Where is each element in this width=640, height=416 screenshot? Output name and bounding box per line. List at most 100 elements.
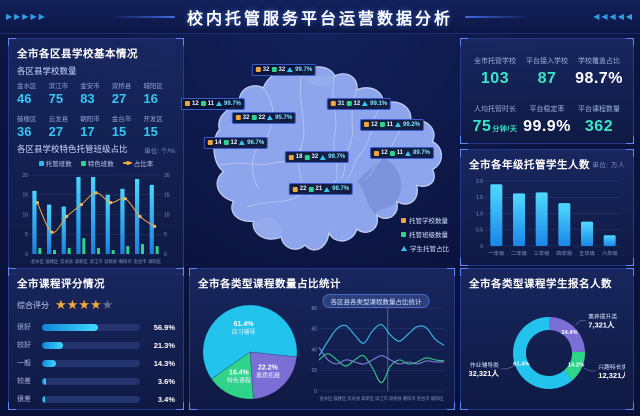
- class-icon: [308, 186, 314, 192]
- grade-bar-chart[interactable]: 0 0.5 1.0 1.5 2.0 一年级 二年级 三年级 四年级 五年级 六年级: [469, 176, 625, 258]
- stat-value: 99.9%: [521, 118, 573, 136]
- map-marker[interactable]: 14 12 96.7%: [203, 136, 269, 149]
- star-rating: ★★★★★: [55, 296, 113, 314]
- course-type-pie-chart[interactable]: 61.4%自习辅导 22.2%素质拓展 16.4%特色课程: [198, 295, 302, 403]
- stat-value: 75分钟/天: [469, 118, 521, 136]
- svg-text:素质拓展: 素质拓展: [256, 372, 280, 380]
- school-icon: [255, 67, 261, 73]
- legend-square-icon: [401, 231, 406, 237]
- svg-text:金台市: 金台市: [134, 258, 148, 265]
- map-marker[interactable]: 12 11 99.7%: [180, 97, 246, 110]
- panel-title: 全市各年级托管学生人数 单位: 万人: [469, 159, 625, 171]
- rating-label: 一般: [17, 360, 31, 367]
- district-name: 鼓楼区: [17, 116, 37, 123]
- svg-text:二年级: 二年级: [511, 249, 528, 257]
- school-table-cell: 金水区 46: [17, 80, 49, 106]
- svg-text:0: 0: [314, 389, 317, 395]
- map-marker[interactable]: 18 32 99.7%: [284, 151, 350, 164]
- legend-square-icon: [401, 217, 406, 223]
- svg-text:朝阳市: 朝阳市: [119, 258, 133, 265]
- stat-suffix: 分钟/天: [492, 126, 518, 133]
- stat-label: 全市托管学校: [474, 58, 516, 65]
- map-marker[interactable]: 32 22 95.7%: [231, 111, 297, 124]
- svg-text:15: 15: [164, 193, 170, 199]
- marker-class-count: 11: [396, 150, 404, 157]
- school-icon: [235, 115, 241, 121]
- district-lines-wrap: 各区县各类型课程数量占比统计 0 20 40 60 80 金水区 鼓楼区 云龙县 高新区 滨江市双…: [306, 294, 446, 403]
- map-marker[interactable]: 12 11 99.2%: [359, 118, 425, 131]
- header-line-left: [110, 15, 175, 18]
- marker-rate: 99.2%: [403, 121, 421, 128]
- svg-text:10: 10: [164, 212, 170, 218]
- district-name: 朝阳市: [80, 116, 100, 123]
- overall-score-row: 综合评分 ★★★★★: [17, 296, 175, 314]
- legend-label: 占比率: [133, 161, 154, 168]
- class-icon: [200, 101, 206, 107]
- svg-text:四年级: 四年级: [556, 249, 573, 257]
- marker-class-count: 11: [386, 121, 394, 128]
- stat-number: 362: [584, 118, 614, 135]
- district-combo-chart[interactable]: 0 0 5 5 10 10 15 15 20 20 金水区 鼓楼区 云龙县 高新区 滨江市 双桥县 朝阳市 金台市…: [17, 169, 175, 267]
- rating-row: 较好 21.3%: [17, 340, 175, 350]
- map-marker[interactable]: 12 11 89.7%: [369, 147, 435, 160]
- school-table-title: 各区县学校数量: [17, 66, 77, 76]
- course-type-body: 61.4% 自习辅导 22.2% 素质拓展 16.4% 特色课程 各区县各类型课程数量占比…: [198, 294, 446, 403]
- marker-school-count: 31: [337, 100, 345, 107]
- rating-percent: 14.3%: [153, 358, 175, 368]
- marker-rate: 89.7%: [413, 150, 431, 157]
- svg-text:高新区: 高新区: [361, 395, 375, 402]
- school-count-value: 16: [143, 91, 158, 106]
- svg-text:2.0: 2.0: [476, 179, 483, 185]
- rating-row: 很好 56.9%: [17, 322, 175, 332]
- school-count-value: 83: [80, 91, 95, 106]
- svg-text:80: 80: [311, 306, 317, 312]
- school-table-cell: 鼓楼区 36: [17, 113, 49, 139]
- rating-bar-track: [42, 377, 140, 385]
- rating-bar-track: [42, 395, 140, 403]
- stat-label: 平台接入学校: [526, 58, 568, 65]
- marker-school-count: 18: [295, 154, 303, 161]
- school-count-value: 36: [17, 124, 32, 139]
- marker-class-count: 22: [258, 114, 266, 121]
- rating-percent: 21.3%: [153, 340, 175, 350]
- map-marker[interactable]: 22 21 98.7%: [288, 183, 354, 196]
- marker-rate: 98.7%: [332, 186, 350, 193]
- district-course-lines-chart[interactable]: 0 20 40 60 80 金水区 鼓楼区 云龙县 高新区 滨江市 双桥县 朝阳市 金台市 城阳区: [306, 295, 446, 403]
- school-table-cell: 双桥县 27: [112, 80, 144, 106]
- district-name: 金水区: [17, 83, 37, 90]
- class-icon: [304, 154, 310, 160]
- marker-rate: 99.7%: [224, 100, 242, 107]
- svg-text:61.4%: 61.4%: [234, 321, 255, 328]
- rating-row: 一般 14.3%: [17, 358, 175, 368]
- grade-chart-unit: 单位: 万人: [592, 162, 625, 169]
- rate-icon: [287, 67, 294, 73]
- map-marker[interactable]: 32 32 99.7%: [251, 63, 317, 76]
- stat-cell: 全市托管学校 103: [469, 56, 521, 88]
- rate-icon: [405, 150, 412, 156]
- marker-class-count: 21: [315, 186, 323, 193]
- rate-icon: [324, 186, 331, 192]
- class-icon: [346, 101, 352, 107]
- svg-text:7,321人: 7,321人: [588, 321, 615, 330]
- marker-school-count: 22: [299, 186, 307, 193]
- rating-bar-fill: [42, 341, 63, 349]
- panel-title: 全市各类型课程数量占比统计: [198, 278, 341, 290]
- stat-cell: 平台课程数量 362: [573, 104, 625, 136]
- rating-bar-fill: [42, 377, 46, 385]
- header: ▶▶▶▶▶ 校内托管服务平台运营数据分析 ◀◀◀◀◀: [0, 0, 640, 34]
- chevron-left-icon: ◀◀◀◀◀: [593, 12, 634, 21]
- school-table-cell: 金台市 15: [112, 113, 144, 139]
- marker-class-count: 11: [207, 100, 215, 107]
- map-legend-item: 托管学校数量: [401, 215, 449, 225]
- district-name: 城阳区: [143, 83, 163, 90]
- svg-text:特色课程: 特色课程: [227, 376, 251, 384]
- svg-text:五年级: 五年级: [579, 249, 596, 257]
- map-marker[interactable]: 31 12 99.1%: [326, 97, 392, 110]
- map-container[interactable]: 32 32 99.7% 12 11 99.7% 32 22 95.7% 31 12 99.1% 14 12…: [180, 38, 455, 263]
- rating-percent: 3.6%: [157, 376, 175, 386]
- svg-text:0: 0: [25, 252, 28, 258]
- panel-grade-students: 全市各年级托管学生人数 单位: 万人 0 0.5 1.0 1.5 2.0 一年级 二年级 三年…: [460, 149, 634, 266]
- stat-cell: 平台接入学校 87: [521, 56, 573, 88]
- school-icon: [292, 186, 298, 192]
